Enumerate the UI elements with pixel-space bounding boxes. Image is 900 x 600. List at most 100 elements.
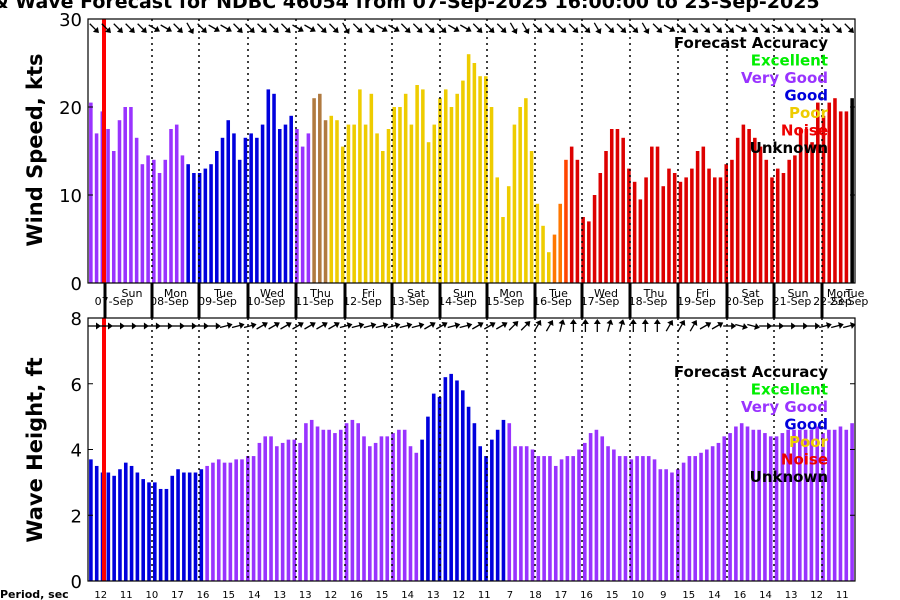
wave-bar [722,436,727,581]
period-value: 16 [350,590,363,600]
wind-bar [277,129,282,283]
day-separator [197,283,201,318]
day-separator [294,283,298,318]
wind-bar [581,217,585,283]
day-label: Mon [827,287,850,300]
wind-bar [106,129,110,283]
wave-bar [129,465,134,581]
wave-bar [745,426,750,581]
wave-direction-arrow [483,321,496,330]
arrow-head [680,26,687,33]
arrow-head [226,322,233,329]
wind-direction-arrow [125,23,135,33]
wave-bar [350,419,355,581]
wind-bar [174,124,179,283]
period-value: 13 [427,590,440,600]
wind-bar [661,186,666,283]
arrow-head [321,321,328,329]
wave-direction-arrow [520,321,531,331]
wind-bar [672,173,677,283]
wind-direction-arrow [269,23,279,33]
period-value: 13 [299,590,312,600]
day-label: Wed [594,287,618,300]
wave-direction-arrow [280,321,292,330]
wind-bar [443,89,448,284]
period-value: 10 [146,590,159,600]
arrow-head [581,319,589,324]
day-label: Sun [788,287,809,300]
wave-bar [437,396,442,581]
wave-direction-arrow [819,322,832,329]
period-value: 14 [759,590,772,600]
wind-direction-arrow [700,23,711,33]
wave-bar [94,465,99,581]
period-row: 12 11 10 17 16 15 14 13 13 12 16 15 14 13 12 11 7 18 17 16 1… [94,590,848,600]
wave-bar [542,456,546,581]
arrow-head [120,322,125,330]
wave-direction-arrow [387,322,401,329]
wind-direction-arrow [245,23,255,33]
day-label: Tue [845,287,865,300]
arrow-head [404,26,411,33]
arrow-head [501,321,508,329]
arrow-head [608,26,615,33]
arrow-head [346,322,353,329]
wave-bar [385,436,390,581]
wave-bar [617,456,622,581]
arrow-head [440,26,447,33]
wave-direction-arrow [771,322,785,330]
wave-direction-arrow [207,322,221,330]
wave-direction-arrow [435,321,448,330]
wave-bar [623,456,628,581]
day-separator [103,283,107,318]
day-label: Tue [548,287,568,300]
period-value: 12 [94,590,107,600]
wind-direction-arrow [521,22,530,35]
wind-direction-arrow [472,23,483,33]
day-label: Thu [309,287,331,300]
arrow-head [548,26,555,33]
arrow-head [96,322,101,330]
arrow-head [153,25,160,33]
arrow-head [558,319,566,325]
period-value: 16 [734,590,747,600]
legend-item-good: Good [784,87,828,105]
arrow-head [466,322,473,329]
date-label: 16-Sep [533,295,572,308]
wind-bar [249,133,253,283]
wind-direction-arrow [328,23,339,33]
arrow-head [297,25,304,33]
period-value: 16 [197,590,210,600]
wave-bar [687,456,692,581]
wave-direction-arrow [459,322,473,329]
wave-direction-arrow [783,322,797,330]
arrow-head [826,322,832,329]
wave-bar [170,475,175,581]
arrow-head [428,26,435,33]
wind-bar [398,107,402,283]
wind-bar [255,137,259,283]
wave-direction-arrow [723,322,737,330]
wave-direction-arrow [268,321,280,330]
chart-title: & Wave Forecast for NDBC 46054 from 07-S… [0,0,820,13]
day-separator [485,283,489,318]
arrow-head [165,25,172,33]
wave-bar [251,456,256,581]
wave-bar [356,423,360,581]
wave-direction-arrow [471,321,484,330]
wave-direction-arrow [363,322,377,329]
wind-bar [850,98,854,283]
arrow-head [791,322,797,330]
wave-direction-arrow [147,322,161,330]
arrow-head [167,322,173,330]
date-label: 20-Sep [725,295,764,308]
arrow-head [393,25,400,33]
wind-direction-arrow [364,23,375,33]
day-separator [772,283,776,318]
wind-bar [798,129,803,283]
wave-bar [106,472,111,581]
wind-bar [94,133,99,283]
wave-bar [594,429,599,581]
wind-direction-arrow [496,23,507,33]
